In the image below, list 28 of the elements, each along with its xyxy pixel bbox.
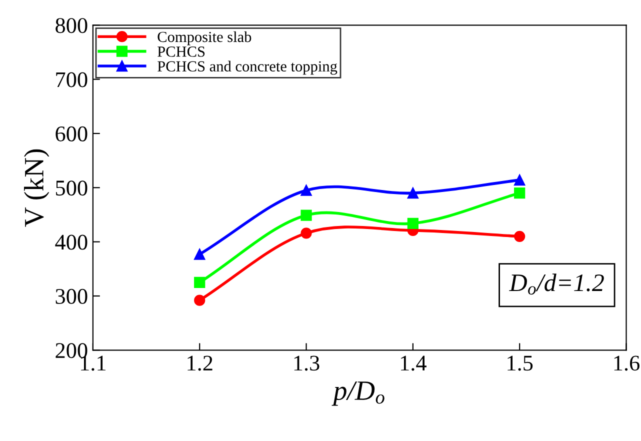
- y-tick-label: 400: [55, 234, 88, 250]
- point: [300, 228, 312, 239]
- y-tick-label: 700: [56, 72, 88, 88]
- x-tick-label: 1.3: [294, 356, 320, 371]
- x-axis-title: p/D$_{o}$: [332, 381, 384, 406]
- point: [300, 210, 312, 221]
- point: [300, 184, 312, 196]
- y-tick-label: 800: [56, 18, 88, 34]
- point: [514, 230, 526, 242]
- legend-label: PCHCS and concrete topping: [158, 60, 338, 75]
- x-tick-label: 1.4: [401, 356, 426, 371]
- point: [514, 188, 526, 199]
- x-tick-label: 1.6: [614, 356, 640, 371]
- point: [194, 248, 206, 260]
- annotation: D$_{o}$/d=1.2: [509, 274, 604, 295]
- legend-label: Composite slab: [158, 31, 252, 46]
- point: [407, 188, 418, 199]
- y-tick-label: 500: [56, 180, 88, 196]
- x-tick-label: 1.5: [508, 356, 533, 371]
- point: [514, 174, 526, 186]
- y-axis-title: V (kN): [24, 149, 50, 227]
- legend-label: PCHCS: [158, 46, 205, 57]
- x-tick-label: 1.2: [188, 356, 212, 371]
- point: [194, 294, 206, 306]
- point: [194, 276, 206, 288]
- point: [407, 218, 418, 229]
- y-tick-label: 300: [56, 288, 88, 304]
- y-tick-label: 600: [56, 126, 88, 142]
